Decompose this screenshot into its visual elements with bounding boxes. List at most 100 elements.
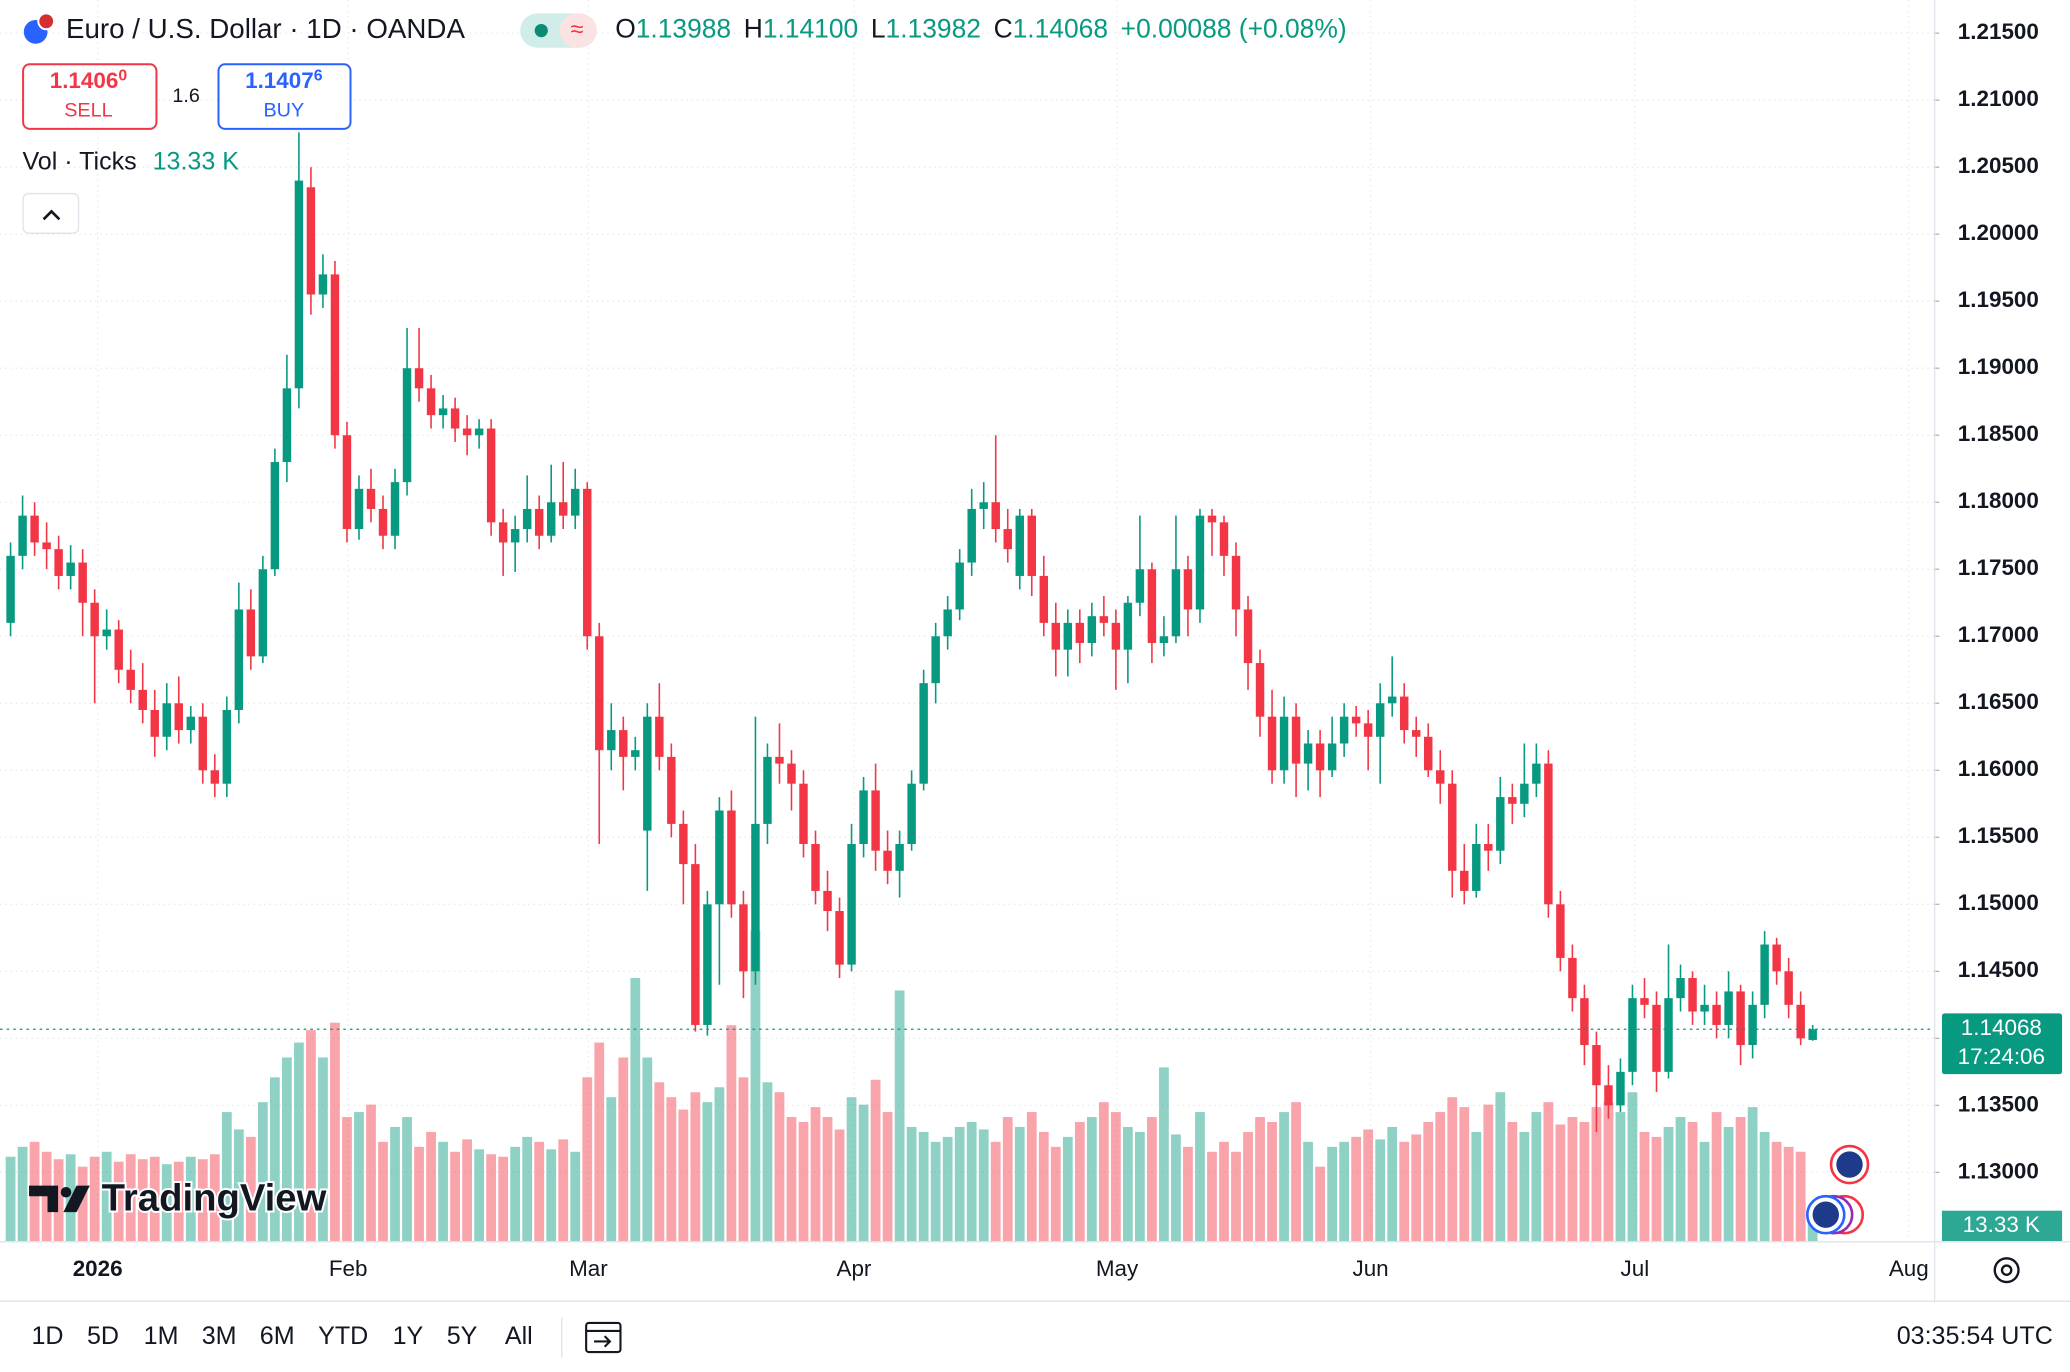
- volume-bar: [534, 1141, 545, 1242]
- volume-bar: [402, 1117, 412, 1242]
- candle-body: [1640, 998, 1649, 1005]
- range-button[interactable]: 1D: [31, 1322, 63, 1350]
- sell-pip: 0: [118, 68, 127, 85]
- candle-body: [727, 810, 736, 905]
- candle-body: [895, 844, 904, 871]
- volume-bar: [918, 1131, 929, 1242]
- volume-bar: [77, 1166, 88, 1242]
- volume-bar: [1519, 1131, 1530, 1242]
- volume-bar: [318, 1057, 328, 1242]
- volume-bar: [762, 1082, 773, 1242]
- candle-body: [751, 823, 760, 972]
- volume-bar: [438, 1141, 448, 1242]
- range-button[interactable]: 3M: [202, 1322, 237, 1350]
- volume-bar: [1171, 1134, 1181, 1242]
- candle-body: [1712, 1004, 1721, 1025]
- volume-label: 13.33 K: [1963, 1212, 2040, 1237]
- settings-icon[interactable]: [1993, 1257, 2020, 1284]
- candle-body: [1147, 569, 1157, 643]
- candle-body: [1784, 971, 1793, 1005]
- volume-bar: [1207, 1151, 1217, 1242]
- candle-body: [859, 790, 868, 845]
- volume-bar: [618, 1057, 629, 1242]
- y-tick-label: 1.17500: [1958, 555, 2039, 580]
- range-button[interactable]: 5D: [87, 1322, 119, 1350]
- candle-body: [1556, 904, 1565, 958]
- candle-body: [222, 709, 232, 784]
- candle-body: [1207, 515, 1217, 523]
- candle-body: [1255, 663, 1265, 717]
- candle-body: [1772, 944, 1781, 972]
- ohlc-value: 1.13988: [636, 14, 731, 44]
- candle-body: [1808, 1029, 1817, 1040]
- volume-bar: [330, 1022, 340, 1242]
- volume-bar: [1050, 1146, 1061, 1242]
- x-tick-label: Mar: [569, 1256, 608, 1281]
- volume-bar: [582, 1077, 593, 1242]
- range-button[interactable]: All: [505, 1322, 533, 1350]
- y-tick-label: 1.18500: [1958, 421, 2039, 446]
- collapse-button[interactable]: [22, 192, 80, 234]
- candle-body: [1195, 515, 1205, 610]
- range-button[interactable]: 1M: [144, 1322, 179, 1350]
- date-range-icon[interactable]: [585, 1321, 622, 1354]
- buy-button[interactable]: 1.14076 BUY: [217, 63, 352, 130]
- symbol-icon: [23, 12, 56, 44]
- event-badges[interactable]: [1805, 1144, 1870, 1235]
- candle-body: [1796, 1004, 1805, 1039]
- candle-body: [438, 408, 448, 416]
- candle-body: [354, 488, 364, 530]
- volume-bar: [786, 1117, 797, 1242]
- volume-bar: [642, 1057, 653, 1242]
- volume-bar: [606, 1097, 617, 1242]
- candle-body: [1448, 783, 1457, 871]
- candle-body: [390, 482, 400, 536]
- range-button[interactable]: 6M: [260, 1322, 295, 1350]
- candle-body: [667, 756, 676, 824]
- candle-body: [306, 187, 316, 295]
- candle-body: [150, 709, 159, 737]
- volume-bar: [1615, 1112, 1626, 1242]
- candle-body: [1544, 763, 1553, 905]
- candle-body: [1399, 696, 1409, 731]
- sell-label: SELL: [64, 99, 112, 121]
- volume-bar: [1495, 1092, 1506, 1242]
- candle-body: [498, 522, 508, 543]
- volume-bar: [690, 1092, 701, 1242]
- candle-body: [294, 180, 304, 389]
- market-status[interactable]: ≈: [520, 13, 597, 48]
- candle-body: [54, 549, 63, 576]
- candle-body: [318, 274, 328, 295]
- candle-body: [210, 770, 220, 784]
- volume-bar: [1711, 1112, 1722, 1242]
- logo-text: TradingView: [102, 1176, 327, 1219]
- candle-body: [534, 508, 544, 536]
- candle-body: [1676, 978, 1685, 999]
- candle-body: [595, 636, 604, 751]
- range-button[interactable]: 5Y: [447, 1322, 478, 1350]
- candle-body: [571, 488, 580, 516]
- volume-bar: [1243, 1131, 1253, 1242]
- sell-button[interactable]: 1.14060 SELL: [22, 63, 158, 130]
- candle-body: [703, 904, 712, 1025]
- y-tick-label: 1.16500: [1958, 689, 2039, 714]
- volume-bar: [1471, 1131, 1482, 1242]
- range-button[interactable]: YTD: [318, 1322, 368, 1350]
- y-tick-label: 1.15000: [1958, 890, 2039, 915]
- candle-body: [1700, 1004, 1709, 1012]
- volume-bar: [113, 1161, 124, 1242]
- range-button[interactable]: 1Y: [393, 1322, 424, 1350]
- volume-bar: [5, 1156, 16, 1242]
- candle-body: [1387, 696, 1397, 704]
- candle-body: [1760, 944, 1769, 1005]
- candle-body: [1183, 569, 1193, 610]
- volume-bar: [474, 1149, 485, 1242]
- volume-bar: [1603, 1102, 1614, 1242]
- candle-body: [1375, 703, 1385, 737]
- sell-price-main: 1.1406: [50, 68, 119, 93]
- candle-body: [1075, 622, 1085, 643]
- axes: 1.21500 1.21000 1.20500 1.20000 1.19500 1.190…: [73, 19, 2063, 1281]
- y-tick-label: 1.19000: [1958, 354, 2039, 379]
- volume-bar: [510, 1146, 521, 1242]
- candle-body: [78, 562, 87, 603]
